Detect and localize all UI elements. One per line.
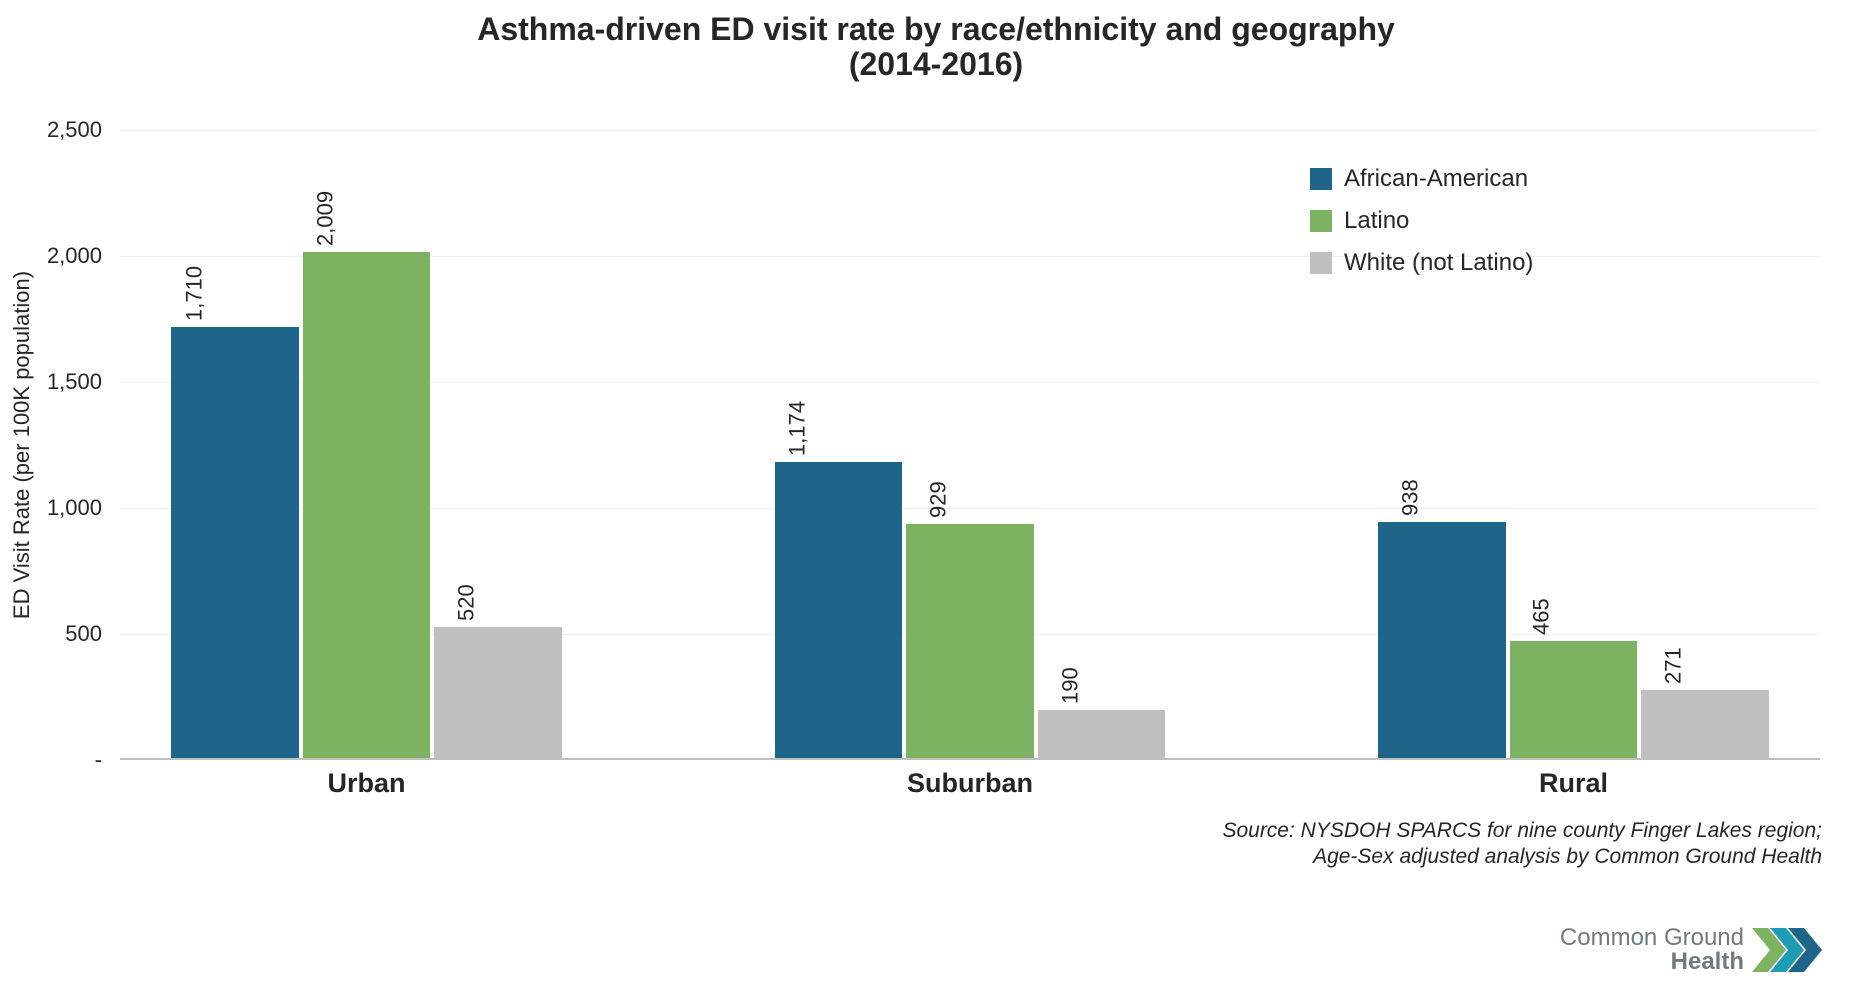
y-tick-label: 2,500: [47, 117, 120, 143]
bar-value-label: 2,009: [313, 191, 339, 246]
bar-group: 1,174929190Suburban: [775, 130, 1166, 758]
legend-swatch: [1310, 252, 1332, 274]
brand-logo: Common Ground Health: [1560, 926, 1822, 974]
bar: 1,710: [171, 327, 299, 758]
bar: 271: [1641, 690, 1769, 758]
source-line2: Age-Sex adjusted analysis by Common Grou…: [1222, 844, 1822, 870]
bar: 929: [906, 524, 1034, 758]
bar: 190: [1038, 710, 1166, 758]
brand-logo-line1: Common Ground: [1560, 926, 1744, 950]
bar: 520: [434, 627, 562, 758]
bar-value-label: 271: [1661, 647, 1687, 684]
brand-logo-text: Common Ground Health: [1560, 926, 1744, 974]
bar: 1,174: [775, 462, 903, 758]
legend-swatch: [1310, 168, 1332, 190]
bar-value-label: 938: [1397, 479, 1423, 516]
bar: 2,009: [303, 252, 431, 758]
legend-item: White (not Latino): [1310, 249, 1533, 277]
y-axis-label: ED Visit Rate (per 100K population): [9, 271, 35, 619]
legend-label: Latino: [1344, 207, 1409, 235]
y-tick-label: 2,000: [47, 243, 120, 269]
bar-value-label: 465: [1529, 598, 1555, 635]
chevron-icon: [1752, 928, 1822, 972]
legend: African-American Latino White (not Latino): [1310, 165, 1533, 291]
source-caption: Source: NYSDOH SPARCS for nine county Fi…: [1222, 818, 1822, 871]
source-line1: Source: NYSDOH SPARCS for nine county Fi…: [1222, 818, 1822, 844]
plot-area: -5001,0001,5002,0002,5001,7102,009520Urb…: [120, 130, 1820, 760]
chart-title: Asthma-driven ED visit rate by race/ethn…: [0, 12, 1872, 82]
chart-title-line1: Asthma-driven ED visit rate by race/ethn…: [0, 12, 1872, 47]
y-tick-label: 1,000: [47, 495, 120, 521]
bar-group: 1,7102,009520Urban: [171, 130, 562, 758]
legend-item: Latino: [1310, 207, 1533, 235]
legend-label: African-American: [1344, 165, 1528, 193]
bar: 938: [1378, 522, 1506, 758]
y-tick-label: -: [95, 747, 120, 773]
category-label: Rural: [1378, 758, 1769, 799]
bar-value-label: 190: [1057, 667, 1083, 704]
bar-value-label: 1,710: [181, 266, 207, 321]
bar: 465: [1510, 641, 1638, 758]
legend-swatch: [1310, 210, 1332, 232]
legend-label: White (not Latino): [1344, 249, 1533, 277]
y-tick-label: 1,500: [47, 369, 120, 395]
bar-value-label: 1,174: [785, 401, 811, 456]
chart-title-line2: (2014-2016): [0, 47, 1872, 82]
y-tick-label: 500: [65, 621, 120, 647]
brand-logo-line2: Health: [1560, 950, 1744, 974]
chart-container: Asthma-driven ED visit rate by race/ethn…: [0, 0, 1872, 994]
bar-value-label: 520: [454, 584, 480, 621]
category-label: Urban: [171, 758, 562, 799]
legend-item: African-American: [1310, 165, 1533, 193]
bar-value-label: 929: [926, 481, 952, 518]
category-label: Suburban: [775, 758, 1166, 799]
